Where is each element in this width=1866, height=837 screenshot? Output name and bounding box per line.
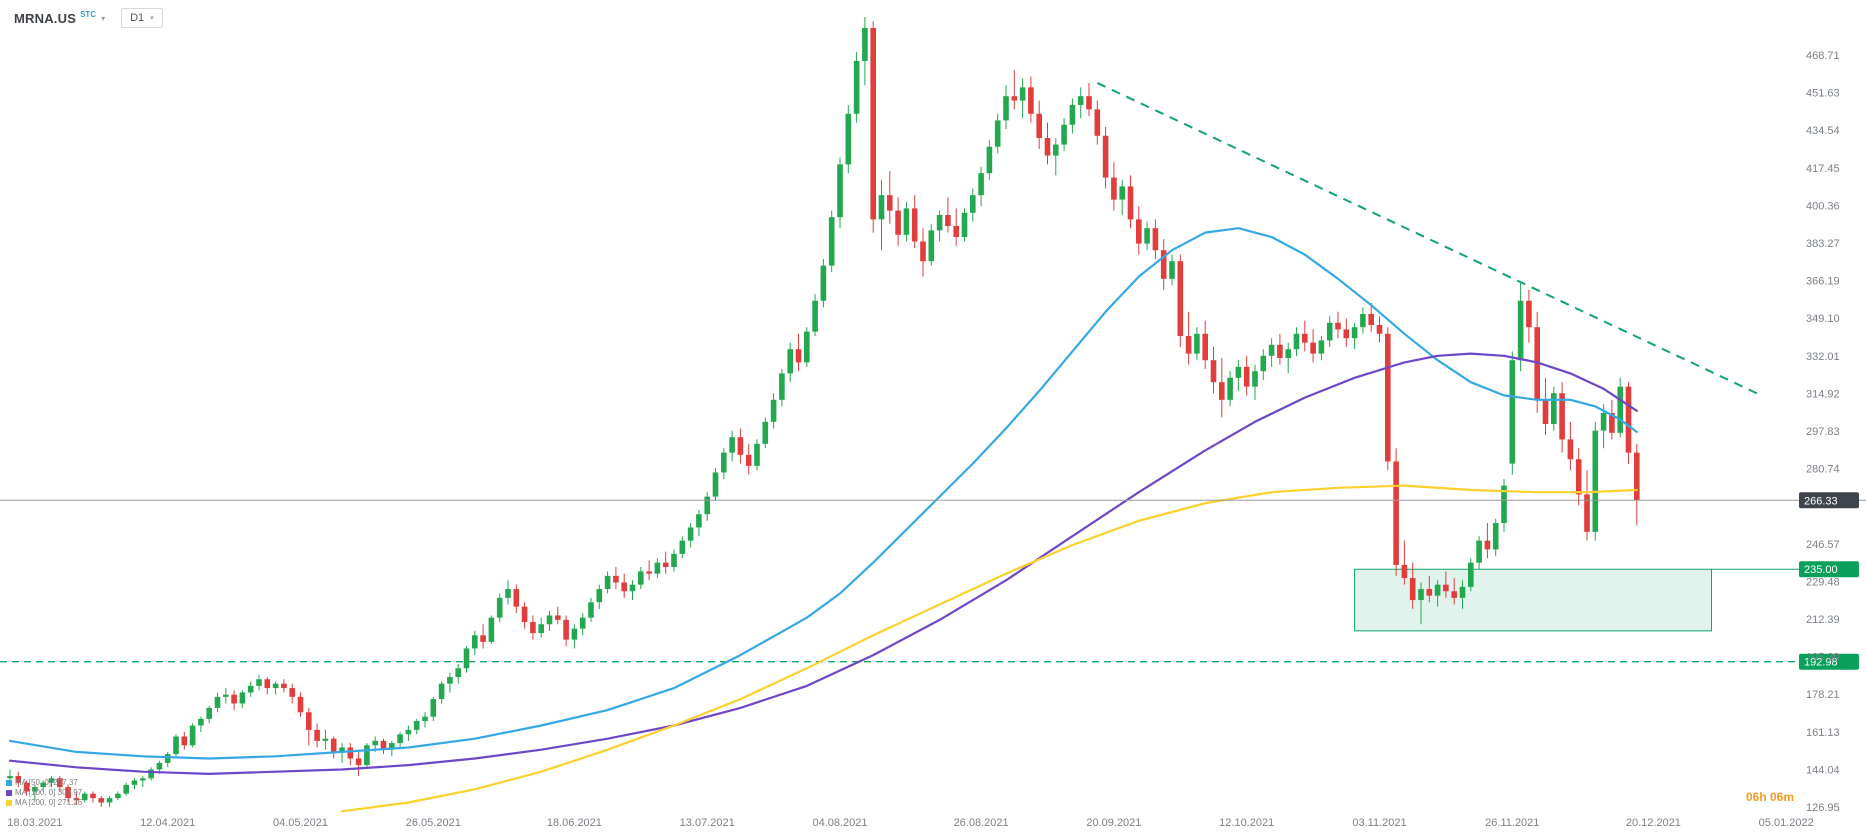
- svg-text:297.83: 297.83: [1806, 426, 1840, 438]
- svg-text:26.11.2021: 26.11.2021: [1485, 817, 1539, 829]
- indicator-legend-item[interactable]: MA [50, 0] 297.37: [6, 778, 82, 787]
- ma-50-line[interactable]: [8, 227, 1638, 760]
- svg-text:18.06.2021: 18.06.2021: [547, 817, 602, 829]
- indicator-label: MA [100, 0] 302.97: [15, 788, 83, 797]
- indicator-legend-item[interactable]: MA [200, 0] 271.26: [6, 798, 82, 807]
- indicator-label: MA [200, 0] 271.26: [15, 798, 83, 807]
- svg-text:05.01.2022: 05.01.2022: [1759, 817, 1814, 829]
- symbol-label: MRNA.US: [14, 10, 77, 26]
- timeframe-caret-icon: ▾: [150, 15, 154, 22]
- symbol-dropdown-caret-icon[interactable]: ▾: [101, 13, 106, 23]
- svg-text:417.45: 417.45: [1806, 163, 1840, 175]
- svg-text:400.36: 400.36: [1806, 200, 1840, 212]
- indicator-legend-item[interactable]: MA [100, 0] 302.97: [6, 788, 82, 797]
- support-price-badge: 192.98: [1799, 653, 1859, 670]
- svg-text:246.57: 246.57: [1806, 539, 1840, 551]
- svg-text:235.00: 235.00: [1804, 564, 1838, 576]
- indicator-color-swatch-icon: [6, 779, 12, 786]
- svg-text:383.27: 383.27: [1806, 238, 1840, 250]
- timeframe-label: D1: [130, 12, 145, 24]
- candle-countdown: 06h 06m: [1745, 790, 1794, 804]
- current-price-badge: 266.33: [1799, 492, 1859, 509]
- date-axis[interactable]: 18.03.2021 12.04.2021 04.05.2021 26.05.2021…: [7, 817, 1813, 829]
- indicator-color-swatch-icon: [6, 789, 12, 796]
- svg-text:04.05.2021: 04.05.2021: [273, 817, 328, 829]
- svg-text:349.10: 349.10: [1806, 313, 1840, 325]
- svg-text:26.05.2021: 26.05.2021: [406, 817, 461, 829]
- svg-text:13.07.2021: 13.07.2021: [680, 817, 735, 829]
- svg-text:20.09.2021: 20.09.2021: [1086, 817, 1141, 829]
- price-axis[interactable]: 468.71 451.63 434.54 417.45 400.36 383.27 366.…: [1806, 50, 1840, 814]
- svg-text:178.21: 178.21: [1806, 689, 1840, 701]
- svg-text:280.74: 280.74: [1806, 464, 1840, 476]
- svg-text:468.71: 468.71: [1806, 50, 1840, 62]
- svg-text:366.19: 366.19: [1806, 276, 1840, 288]
- svg-text:229.48: 229.48: [1806, 576, 1840, 588]
- svg-text:12.04.2021: 12.04.2021: [140, 817, 195, 829]
- svg-text:12.10.2021: 12.10.2021: [1219, 817, 1274, 829]
- svg-text:18.03.2021: 18.03.2021: [7, 817, 62, 829]
- svg-text:20.12.2021: 20.12.2021: [1626, 817, 1681, 829]
- svg-text:192.98: 192.98: [1804, 657, 1838, 669]
- svg-text:195.30: 195.30: [1806, 652, 1840, 664]
- svg-text:03.11.2021: 03.11.2021: [1352, 817, 1406, 829]
- ma-200-line[interactable]: [340, 484, 1638, 813]
- svg-text:126.95: 126.95: [1806, 802, 1840, 814]
- chart-header: MRNA.US STC ▾ D1 ▾: [14, 8, 163, 28]
- svg-text:314.92: 314.92: [1806, 388, 1840, 400]
- svg-text:434.54: 434.54: [1806, 125, 1840, 137]
- descending-trendline[interactable]: [1096, 82, 1762, 397]
- market-tag: STC: [80, 9, 97, 19]
- svg-text:144.04: 144.04: [1806, 764, 1840, 776]
- timeframe-selector[interactable]: D1 ▾: [121, 8, 163, 28]
- svg-text:212.39: 212.39: [1806, 614, 1840, 626]
- indicator-legend: MA [50, 0] 297.37 MA [100, 0] 302.97 MA [2…: [6, 778, 82, 807]
- svg-text:451.63: 451.63: [1806, 88, 1840, 100]
- svg-text:04.08.2021: 04.08.2021: [812, 817, 867, 829]
- svg-text:26.08.2021: 26.08.2021: [954, 817, 1009, 829]
- svg-text:161.13: 161.13: [1806, 727, 1840, 739]
- svg-text:266.33: 266.33: [1804, 495, 1838, 507]
- ma-100-line[interactable]: [8, 352, 1638, 776]
- candlestick-series: [7, 16, 1640, 807]
- indicator-label: MA [50, 0] 297.37: [15, 778, 78, 787]
- indicator-color-swatch-icon: [6, 799, 12, 806]
- zone-price-badge: 235.00: [1799, 561, 1859, 578]
- svg-text:332.01: 332.01: [1806, 351, 1840, 363]
